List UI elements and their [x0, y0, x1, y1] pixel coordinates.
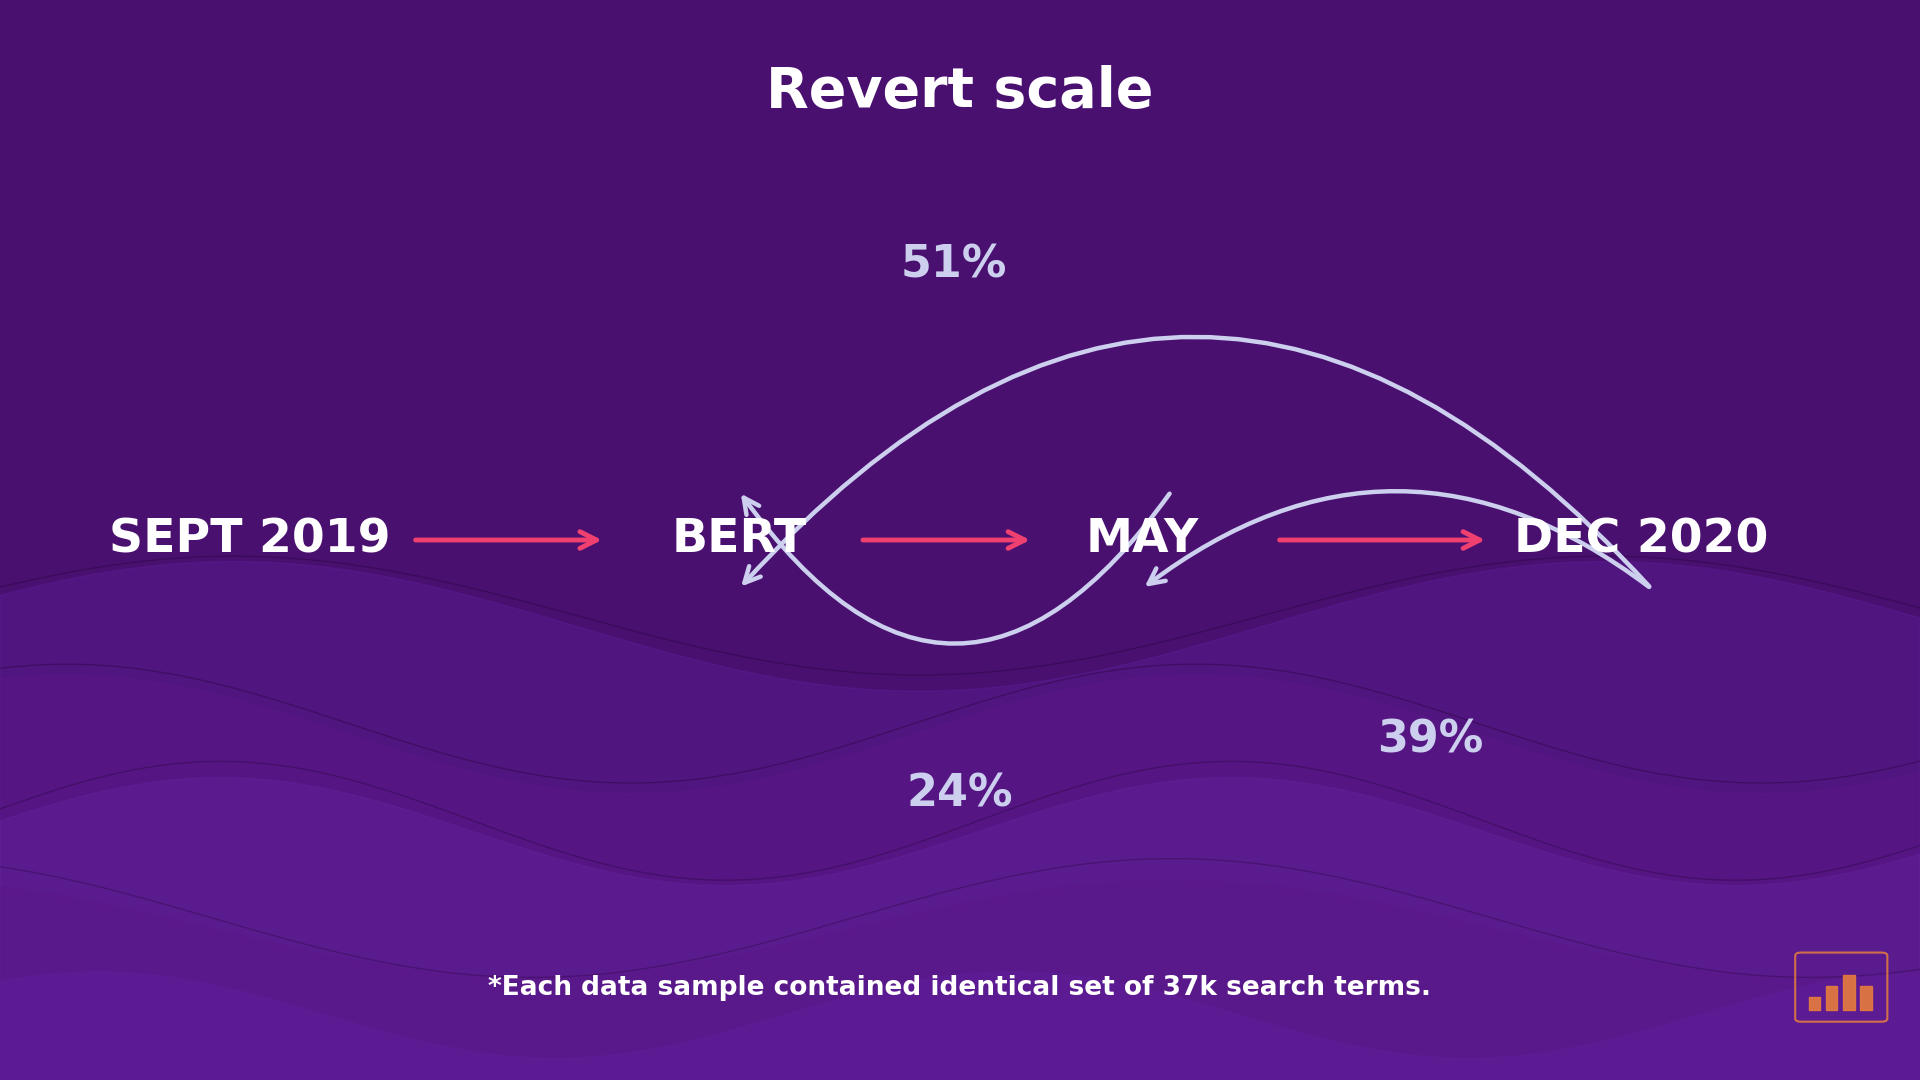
- Polygon shape: [0, 562, 1920, 1080]
- Text: SEPT 2019: SEPT 2019: [109, 517, 390, 563]
- FancyBboxPatch shape: [1860, 986, 1872, 1010]
- Polygon shape: [0, 880, 1920, 1080]
- Text: DEC 2020: DEC 2020: [1515, 517, 1768, 563]
- Text: MAY: MAY: [1087, 517, 1198, 563]
- Polygon shape: [0, 778, 1920, 1080]
- Text: BERT: BERT: [672, 517, 806, 563]
- Text: 24%: 24%: [906, 772, 1014, 815]
- FancyBboxPatch shape: [1809, 997, 1820, 1010]
- FancyBboxPatch shape: [1843, 975, 1855, 1010]
- Text: 51%: 51%: [900, 243, 1008, 286]
- Text: Revert scale: Revert scale: [766, 65, 1154, 119]
- Polygon shape: [0, 972, 1920, 1080]
- Text: *Each data sample contained identical set of 37k search terms.: *Each data sample contained identical se…: [488, 975, 1432, 1001]
- Text: 39%: 39%: [1377, 718, 1484, 761]
- FancyBboxPatch shape: [1826, 986, 1837, 1010]
- Polygon shape: [0, 675, 1920, 1080]
